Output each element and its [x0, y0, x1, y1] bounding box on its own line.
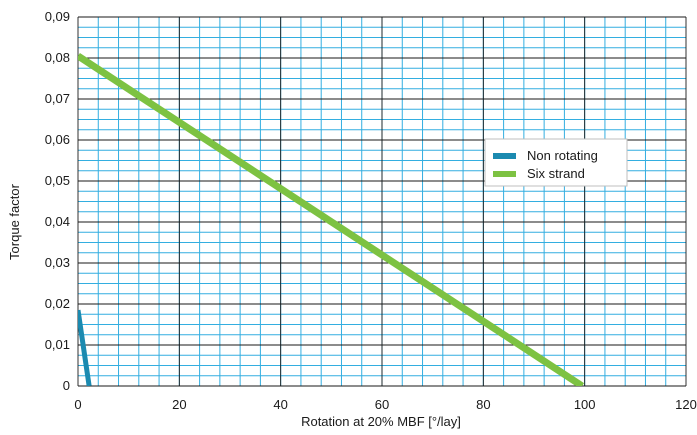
series-layer: [78, 53, 585, 386]
y-tick-label: 0,07: [45, 91, 70, 106]
x-tick-labels: 0 20 40 60 80 100 120: [74, 397, 696, 412]
legend-label-six-strand: Six strand: [527, 166, 585, 181]
legend: Non rotating Six strand: [484, 138, 628, 187]
legend-box: [484, 138, 628, 187]
y-tick-label: 0,09: [45, 9, 70, 24]
y-tick-labels: 0 0,01 0,02 0,03 0,04 0,05 0,06 0,07 0,08 0,09: [45, 9, 70, 393]
x-axis-title: Rotation at 20% MBF [°/lay]: [301, 414, 461, 429]
x-tick-label: 40: [273, 397, 287, 412]
y-tick-label: 0,03: [45, 255, 70, 270]
x-tick-label: 100: [574, 397, 596, 412]
y-axis-title: Torque factor: [7, 183, 22, 260]
x-tick-label: 0: [74, 397, 81, 412]
y-tick-label: 0: [63, 378, 70, 393]
series-line-non-rotating: [78, 309, 92, 386]
legend-label-non-rotating: Non rotating: [527, 148, 598, 163]
x-tick-label: 120: [675, 397, 697, 412]
x-tick-label: 80: [476, 397, 490, 412]
x-tick-label: 60: [375, 397, 389, 412]
series-line-six-strand: [78, 53, 585, 386]
y-tick-label: 0,06: [45, 132, 70, 147]
y-tick-label: 0,05: [45, 173, 70, 188]
legend-swatch-non-rotating: [493, 153, 516, 159]
x-tick-label: 20: [172, 397, 186, 412]
legend-swatch-six-strand: [493, 171, 516, 177]
y-tick-label: 0,04: [45, 214, 70, 229]
y-tick-label: 0,08: [45, 50, 70, 65]
y-tick-label: 0,02: [45, 296, 70, 311]
y-tick-label: 0,01: [45, 337, 70, 352]
